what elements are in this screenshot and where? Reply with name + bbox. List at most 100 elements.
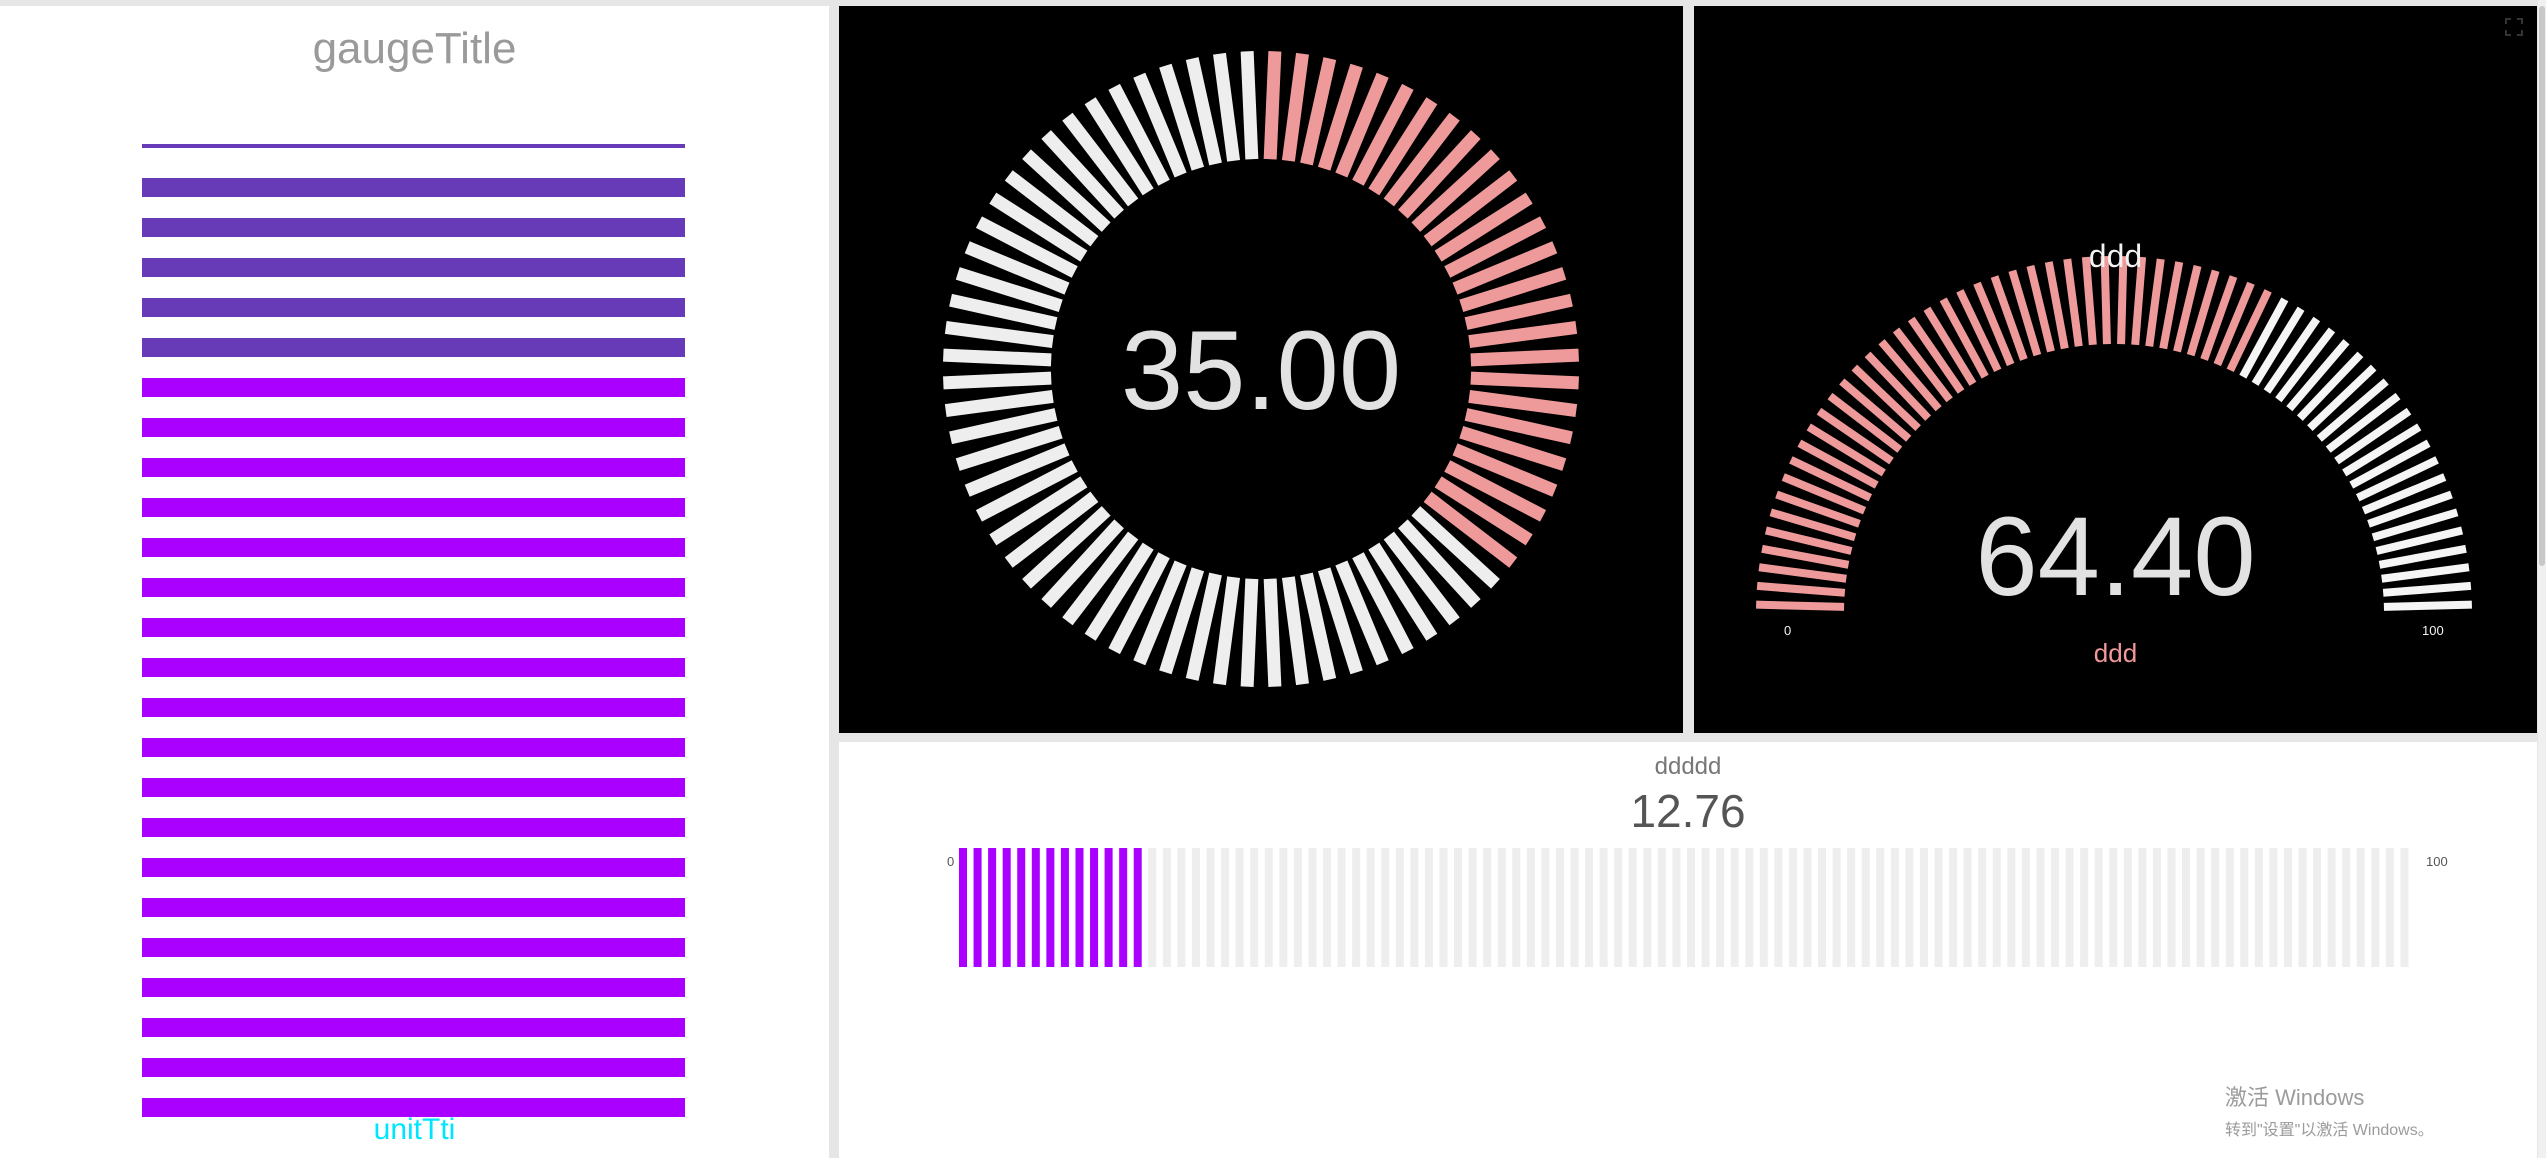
bar-gauge-segment	[2385, 848, 2394, 967]
arc-gauge-segment	[1864, 351, 1932, 421]
bar-gauge-segment	[1526, 848, 1535, 967]
arc-gauge-segment	[2316, 378, 2389, 442]
ring-gauge-value: 35.00	[1120, 308, 1402, 433]
bar-gauge-segment	[1119, 848, 1128, 967]
ring-gauge-segment	[1468, 321, 1578, 349]
arc-gauge-segment	[1851, 364, 1921, 432]
ring-gauge-segment	[1263, 578, 1282, 687]
bar-gauge-segment	[1716, 848, 1725, 967]
bar-gauge-segment	[1687, 848, 1696, 967]
arc-gauge-segment	[2349, 439, 2431, 489]
arc-gauge-segment	[2251, 306, 2305, 386]
arc-gauge-segment	[2378, 544, 2467, 569]
bar-gauge-segment	[1264, 848, 1273, 967]
ring-gauge-segment	[1368, 542, 1438, 641]
bar-gauge-segment	[1861, 848, 1870, 967]
arc-gauge-segment	[1769, 508, 1857, 542]
arc-gauge-segment	[2063, 258, 2083, 347]
arc-gauge-segment	[2173, 264, 2202, 353]
bar-gauge-segment	[2356, 848, 2365, 967]
bar-gauge-value: 12.76	[1630, 785, 1746, 837]
ring-gauge-segment	[1335, 560, 1389, 666]
bar-gauge-segment	[1934, 848, 1943, 967]
arc-gauge-segment	[2186, 269, 2220, 357]
bar-gauge-segment	[1075, 848, 1084, 967]
bar-gauge-segment	[1730, 848, 1739, 967]
ring-gauge-segment	[989, 476, 1088, 546]
ring-gauge-segment	[1108, 552, 1170, 655]
ring-gauge-segment	[1300, 572, 1337, 681]
arc-gauge-segment	[1764, 526, 1853, 555]
page-scrollbar[interactable]	[2538, 0, 2546, 1158]
arc-gauge-segment	[1758, 563, 1847, 583]
bar-gauge-segment	[1832, 848, 1841, 967]
bar-gauge-segment	[1992, 848, 2001, 967]
bar-gauge-segment	[1060, 848, 1069, 967]
bar-gauge-segment	[1614, 848, 1623, 967]
bar-gauge-segment	[1468, 848, 1477, 967]
arc-gauge-segment	[2213, 281, 2255, 367]
ring-gauge-segment	[949, 293, 1058, 330]
ring-gauge-segment	[1185, 572, 1222, 681]
bar-gauge-segment	[1454, 848, 1463, 967]
bar-gauge-segment	[1279, 848, 1288, 967]
ring-gauge-segment	[1240, 578, 1259, 687]
ring-gauge-segment	[1062, 112, 1139, 207]
bar-gauge-segment	[1483, 848, 1492, 967]
ring-gauge-segment	[1041, 519, 1124, 608]
bar-gauge-segment	[1293, 848, 1302, 967]
vertical-gauge-panel: gaugeTitle unitTti	[0, 6, 829, 1158]
bar-gauge-segment	[2123, 848, 2132, 967]
arc-gauge-min-label: 0	[1784, 623, 1792, 638]
bar-gauge-segment	[1803, 848, 1812, 967]
ring-gauge-segment	[1041, 130, 1124, 219]
bar-gauge-segment	[2109, 848, 2118, 967]
bar-gauge-segment	[1759, 848, 1768, 967]
scrollbar-thumb[interactable]	[2539, 6, 2545, 566]
ring-gauge-segment	[1368, 97, 1438, 196]
arc-gauge-segment	[1775, 490, 1861, 528]
bar-gauge-segment	[2400, 848, 2409, 967]
arc-gauge-segment	[2296, 351, 2364, 421]
bar-gauge-segment	[2065, 848, 2074, 967]
ring-gauge-segment	[1022, 149, 1111, 232]
ring-gauge-segment	[1240, 51, 1259, 160]
ring-gauge-segment	[1459, 267, 1567, 313]
arc-gauge-segment	[2382, 581, 2472, 597]
ring-gauge-segment	[1281, 576, 1309, 686]
arc-gauge-max-label: 100	[2422, 623, 2444, 638]
bar-gauge-segment	[1905, 848, 1914, 967]
bar-gauge-segment	[1017, 848, 1026, 967]
ring-gauge-segment	[1213, 576, 1241, 686]
fullscreen-icon[interactable]	[2505, 18, 2523, 36]
bar-gauge-segment	[2240, 848, 2249, 967]
ring-gauge-segment	[1452, 443, 1558, 497]
bar-gauge-segment	[2225, 848, 2234, 967]
bar-gauge-segment	[2182, 848, 2191, 967]
ring-gauge-segment	[1434, 476, 1533, 546]
bar-gauge-segment	[2080, 848, 2089, 967]
arc-gauge-segment	[2381, 563, 2470, 583]
ring-gauge-segments	[943, 51, 1579, 687]
ring-gauge-segment	[943, 371, 1052, 390]
ring-gauge-segment	[1423, 170, 1518, 247]
arc-gauge-segment	[1923, 306, 1977, 386]
arc-gauge-segment	[2159, 261, 2184, 350]
ring-gauge-segment	[1022, 506, 1111, 589]
bar-gauge-segment	[2138, 848, 2147, 967]
arc-gauge-segment	[1990, 275, 2028, 361]
bar-gauge-segment	[1497, 848, 1506, 967]
vertical-gauge-bar	[142, 1098, 685, 1117]
arc-gauge-segment	[1839, 378, 1912, 442]
arc-gauge-segment	[2026, 264, 2055, 353]
bar-gauge-segment	[2196, 848, 2205, 967]
bar-gauge-segment	[1818, 848, 1827, 967]
vertical-gauge-bar	[142, 938, 685, 957]
ring-gauge-segment	[1317, 63, 1363, 171]
ring-gauge-segment	[1159, 567, 1205, 675]
arc-gauge-title: ddd	[2088, 238, 2143, 274]
bar-gauge-segment	[1148, 848, 1157, 967]
ring-gauge-segment	[1352, 83, 1414, 186]
ring-gauge-segment	[1300, 57, 1337, 166]
bar-gauge-title: ddddd	[1654, 753, 1722, 780]
